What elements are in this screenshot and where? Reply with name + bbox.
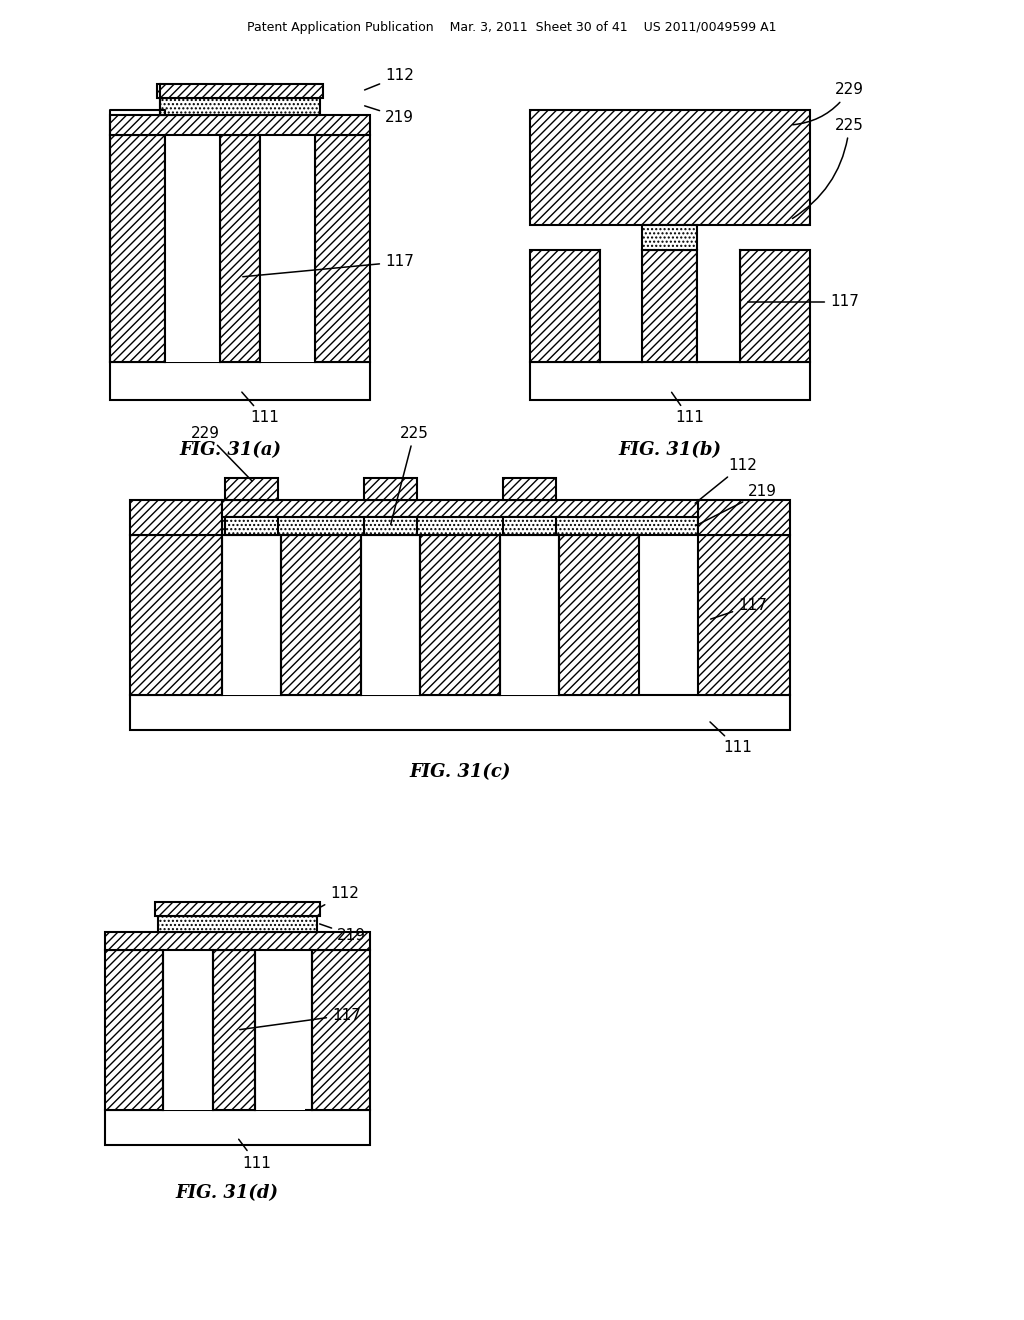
Text: FIG. 31(b): FIG. 31(b) — [618, 441, 722, 459]
Bar — [157, 84, 323, 98]
Bar — [163, 950, 213, 1110]
Bar — [315, 135, 370, 362]
Bar — [697, 249, 739, 362]
Bar — [559, 535, 639, 696]
Bar — [225, 478, 278, 500]
Text: 117: 117 — [711, 598, 767, 619]
Text: 225: 225 — [793, 117, 864, 219]
Bar — [222, 517, 698, 535]
Bar — [530, 249, 600, 362]
Bar — [503, 517, 556, 535]
Text: 117: 117 — [240, 1007, 360, 1030]
Bar — [260, 135, 315, 362]
Text: FIG. 31(a): FIG. 31(a) — [179, 441, 281, 459]
Text: 111: 111 — [672, 392, 703, 425]
Bar — [698, 500, 790, 535]
Text: 225: 225 — [391, 425, 429, 524]
Bar — [130, 535, 222, 696]
Bar — [130, 696, 790, 730]
Bar — [364, 517, 417, 535]
Bar — [222, 535, 281, 696]
Text: 111: 111 — [242, 392, 279, 425]
Bar — [364, 478, 417, 500]
Bar — [213, 950, 255, 1110]
Bar — [503, 478, 556, 500]
Text: FIG. 31(c): FIG. 31(c) — [410, 763, 511, 781]
Bar — [105, 932, 370, 950]
Bar — [312, 950, 370, 1110]
Bar — [642, 224, 697, 249]
Bar — [130, 500, 222, 535]
Bar — [255, 950, 305, 1110]
Text: 112: 112 — [695, 458, 757, 503]
Bar — [155, 902, 319, 916]
Text: 112: 112 — [319, 887, 358, 908]
Text: 219: 219 — [695, 484, 777, 525]
Bar — [165, 135, 220, 362]
Bar — [600, 249, 642, 362]
Text: 219: 219 — [365, 106, 414, 124]
Bar — [110, 115, 370, 135]
Text: 229: 229 — [191, 425, 252, 480]
Bar — [105, 1110, 370, 1144]
Bar — [158, 916, 317, 932]
Text: Patent Application Publication    Mar. 3, 2011  Sheet 30 of 41    US 2011/004959: Patent Application Publication Mar. 3, 2… — [247, 21, 777, 34]
Bar — [225, 517, 278, 535]
Bar — [220, 135, 260, 362]
Text: 111: 111 — [239, 1139, 271, 1171]
Bar — [105, 950, 163, 1110]
Bar — [642, 249, 697, 362]
Text: 117: 117 — [748, 294, 859, 309]
Text: 219: 219 — [319, 924, 366, 942]
Text: 112: 112 — [365, 69, 414, 90]
Bar — [110, 135, 165, 362]
Bar — [110, 362, 370, 400]
Bar — [222, 500, 698, 517]
Bar — [420, 535, 500, 696]
Text: 111: 111 — [710, 722, 752, 755]
Bar — [500, 535, 559, 696]
Bar — [160, 98, 319, 115]
Bar — [361, 535, 420, 696]
Text: 117: 117 — [243, 255, 414, 277]
Bar — [530, 362, 810, 400]
Text: 229: 229 — [793, 82, 864, 125]
Bar — [698, 535, 790, 696]
Text: FIG. 31(d): FIG. 31(d) — [175, 1184, 279, 1203]
Bar — [530, 110, 810, 224]
Bar — [281, 535, 361, 696]
Bar — [740, 249, 810, 362]
